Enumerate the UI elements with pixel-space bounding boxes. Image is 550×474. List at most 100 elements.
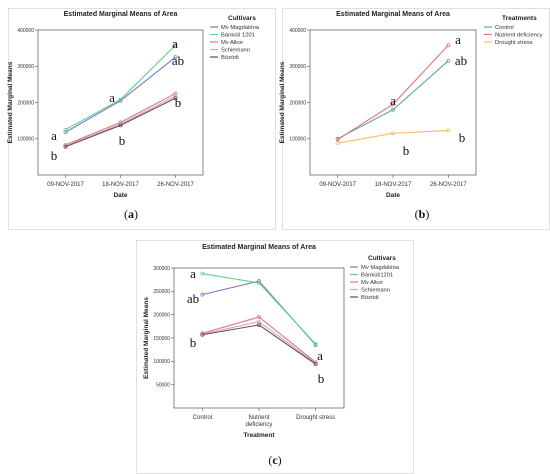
legend-entry: Mv Magdaléna — [361, 265, 400, 271]
y-tick-label: 100000 — [17, 137, 34, 143]
y-tick-label: 200000 — [17, 100, 34, 106]
plot-area — [37, 29, 204, 176]
legend-entry: Control — [495, 25, 514, 31]
data-point — [391, 131, 395, 136]
legend-entry: Nutrient deficiency — [495, 33, 543, 39]
data-point — [446, 58, 451, 63]
x-tick-label: Control — [193, 415, 212, 421]
caption-letter: c — [272, 453, 278, 467]
significance-letter: a — [317, 348, 323, 363]
x-tick-label-line: Nutrient — [248, 415, 269, 421]
data-point — [313, 342, 318, 347]
data-point — [446, 128, 451, 133]
x-axis-label: Date — [386, 192, 400, 199]
y-axis-label: Estimated Marginal Means — [279, 61, 286, 143]
y-tick-label: 300000 — [153, 266, 170, 272]
significance-letter: a — [190, 266, 196, 281]
data-point — [173, 91, 178, 96]
series-line-0 — [65, 56, 176, 133]
series-line-4 — [65, 97, 176, 148]
data-point — [313, 362, 318, 367]
data-point — [173, 43, 178, 48]
x-tick-label-line: Control — [193, 415, 212, 421]
data-point — [173, 55, 178, 60]
y-tick-label: 400000 — [289, 28, 306, 34]
chart-title: Estimated Marginal Means of Area — [202, 244, 316, 251]
caption-paren-open: ( — [124, 207, 128, 221]
significance-letter: ab — [187, 291, 199, 306]
y-tick-label: 400000 — [17, 28, 34, 34]
legend-title: Cultivars — [228, 15, 256, 22]
y-tick-label: 100000 — [289, 137, 306, 143]
significance-letter: a — [455, 32, 461, 47]
caption-paren-open: ( — [268, 453, 272, 467]
data-point — [173, 96, 178, 101]
caption-paren-open: ( — [415, 207, 419, 221]
x-axis-label: Date — [113, 192, 127, 199]
y-axis-label: Estimated Marginal Means — [143, 297, 150, 379]
series-line-3 — [202, 321, 316, 364]
x-tick-label-line: Drought stress — [296, 415, 335, 421]
significance-letter: ab — [455, 53, 467, 68]
significance-letter: a — [51, 128, 57, 143]
legend-entry: Schiemann — [221, 48, 250, 54]
legend-entry: Bözödi — [361, 295, 379, 301]
significance-letter: a — [172, 36, 178, 51]
y-tick-label: 50000 — [156, 382, 170, 388]
x-tick-label: 18-NOV-2017 — [102, 182, 139, 188]
chart-title: Estimated Marginal Means of Area — [64, 11, 178, 18]
caption-paren-close: ) — [425, 207, 429, 221]
data-point — [391, 107, 395, 112]
data-point — [118, 123, 123, 128]
series-line-1 — [202, 273, 317, 345]
x-tick-label-line: deficiency — [246, 422, 273, 428]
y-tick-label: 150000 — [153, 336, 170, 342]
data-point — [200, 271, 205, 276]
caption-paren-close: ) — [134, 207, 138, 221]
panel-caption: (b) — [415, 207, 430, 221]
significance-letter: b — [403, 143, 410, 158]
legend-entry: Mv Alkor — [221, 40, 243, 46]
significance-letter: b — [175, 95, 182, 110]
significance-letter: a — [390, 93, 396, 108]
legend-entry: Drought stress — [495, 40, 533, 46]
data-point — [200, 332, 205, 337]
data-point — [63, 130, 68, 135]
caption-paren-close: ) — [278, 453, 282, 467]
significance-letter: b — [51, 148, 58, 163]
panel-frame — [8, 8, 276, 230]
data-point — [257, 280, 261, 285]
panel-caption: (c) — [268, 453, 281, 467]
x-tick-label: 26-NOV-2017 — [430, 182, 467, 188]
series-line-2 — [202, 316, 317, 363]
significance-letter: a — [109, 90, 115, 105]
data-point — [446, 43, 451, 48]
data-point — [391, 102, 395, 107]
caption-letter: a — [128, 207, 134, 221]
legend-entry: Bánkúti 1201 — [221, 33, 255, 39]
legend-entry: Mv Magdaléna — [221, 25, 260, 31]
data-point — [335, 137, 340, 142]
series-line-4 — [202, 324, 316, 365]
chart-title: Estimated Marginal Means of Area — [336, 11, 450, 18]
data-point — [257, 322, 261, 327]
legend-entry: Mv Alkor — [361, 280, 383, 286]
significance-letter: b — [318, 371, 325, 386]
x-tick-label: 09-NOV-2017 — [47, 182, 84, 188]
caption-letter: b — [419, 207, 426, 221]
legend-entry: Bözödi — [221, 55, 239, 61]
series-line-1 — [65, 44, 176, 131]
significance-letter: ab — [172, 53, 184, 68]
series-line-2 — [337, 129, 449, 144]
data-point — [173, 94, 178, 98]
data-point — [63, 144, 68, 149]
y-tick-label: 200000 — [153, 312, 170, 318]
data-point — [200, 292, 205, 297]
legend-title: Treatments — [502, 15, 537, 22]
legend-entry: Bánkúti1201 — [361, 273, 393, 279]
data-point — [63, 127, 68, 132]
series-line-1 — [337, 44, 449, 140]
x-tick-label: 18-NOV-2017 — [375, 182, 412, 188]
x-tick-label: 26-NOV-2017 — [157, 182, 194, 188]
